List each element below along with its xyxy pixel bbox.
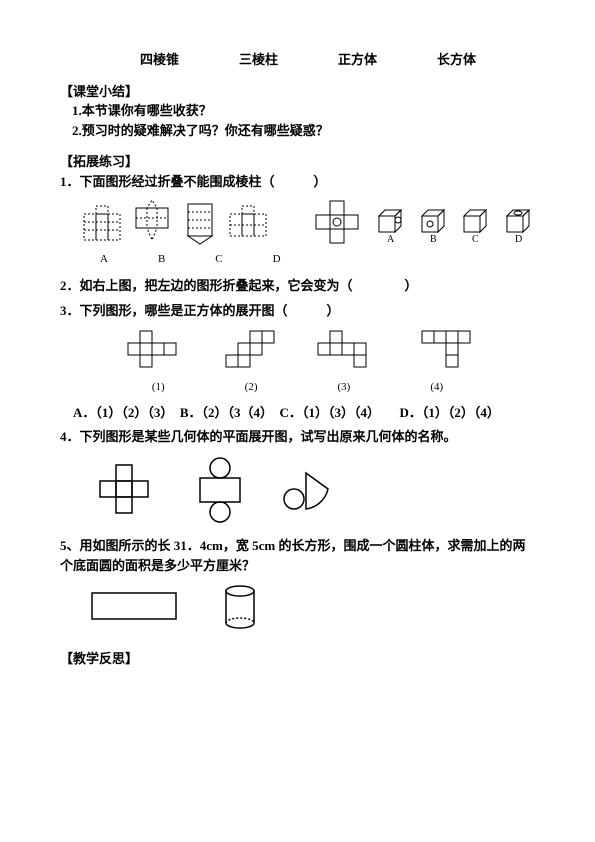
svg-text:A: A xyxy=(387,234,395,242)
net-b-icon xyxy=(130,198,172,246)
opt-a: A xyxy=(100,251,108,268)
net-d-icon xyxy=(226,200,268,244)
q4-figures xyxy=(90,456,535,526)
s2-q4: 4．下列图形是某些几何体的平面展开图，试写出原来几何体的名称。 xyxy=(60,427,535,447)
netlabel-4: (4) xyxy=(430,379,443,396)
label-pyramid: 四棱锥 xyxy=(140,50,179,70)
netlabel-2: (2) xyxy=(245,379,258,396)
section2-title: 【拓展练习】 xyxy=(60,152,535,172)
netlabel-3: (3) xyxy=(338,379,351,396)
section3-title: 【教学反思】 xyxy=(60,649,535,669)
cube-c-icon: C xyxy=(458,202,492,242)
q4-cone-net-icon xyxy=(280,461,334,521)
label-triprism: 三棱柱 xyxy=(239,50,278,70)
netlabel-1: (1) xyxy=(152,379,165,396)
q1-option-letters: A B C D xyxy=(100,251,535,268)
cylinder-icon xyxy=(220,583,260,633)
q3-nets xyxy=(60,329,535,371)
s2-q1: 1．下面图形经过折叠不能围成棱柱（ ） xyxy=(60,172,535,192)
net4-icon xyxy=(420,329,472,371)
s2-q3: 3．下列图形，哪些是正方体的展开图（ ） xyxy=(60,301,535,321)
cube-d-icon: D xyxy=(501,202,535,242)
cross-net-icon xyxy=(308,197,365,247)
net1-icon xyxy=(124,329,184,371)
opt-d: D xyxy=(273,251,281,268)
net-a-icon xyxy=(80,200,122,244)
s1-q2: 2.预习时的疑难解决了吗？你还有哪些疑惑？ xyxy=(72,121,535,141)
q5-figures xyxy=(90,583,535,633)
opt-c: C xyxy=(215,251,222,268)
label-cube: 正方体 xyxy=(338,50,377,70)
section1-title: 【课堂小结】 xyxy=(60,82,535,102)
cube-b-icon: B xyxy=(416,202,450,242)
s2-q5: 5、用如图所示的长 31．4cm，宽 5cm 的长方形，围成一个圆柱体，求需加上… xyxy=(60,536,535,575)
s1-q1: 1.本节课你有哪些收获？ xyxy=(72,101,535,121)
net-c-icon xyxy=(180,198,218,246)
q4-cross-icon xyxy=(90,461,160,521)
cube-a-icon: A xyxy=(373,202,407,242)
net3-icon xyxy=(316,329,380,371)
svg-text:D: D xyxy=(515,234,522,242)
svg-text:B: B xyxy=(430,234,437,242)
rectangle-icon xyxy=(90,591,180,625)
s2-q3-opts: A．（1）（2）（3） B．（2）（3（4） C．（1）（3）（4） D．（1）… xyxy=(60,403,535,423)
q3-net-labels: (1) (2) (3) (4) xyxy=(60,379,535,396)
q1-figures: A B C D xyxy=(80,197,535,247)
opt-b: B xyxy=(158,251,165,268)
q4-cylinder-net-icon xyxy=(190,456,250,526)
s2-q2: 2．如右上图，把左边的图形折叠起来，它会变为（ ） xyxy=(60,276,535,296)
svg-text:C: C xyxy=(472,234,479,242)
net2-icon xyxy=(224,329,276,371)
shape-labels-row: 四棱锥 三棱柱 正方体 长方体 xyxy=(140,50,535,70)
label-cuboid: 长方体 xyxy=(437,50,476,70)
